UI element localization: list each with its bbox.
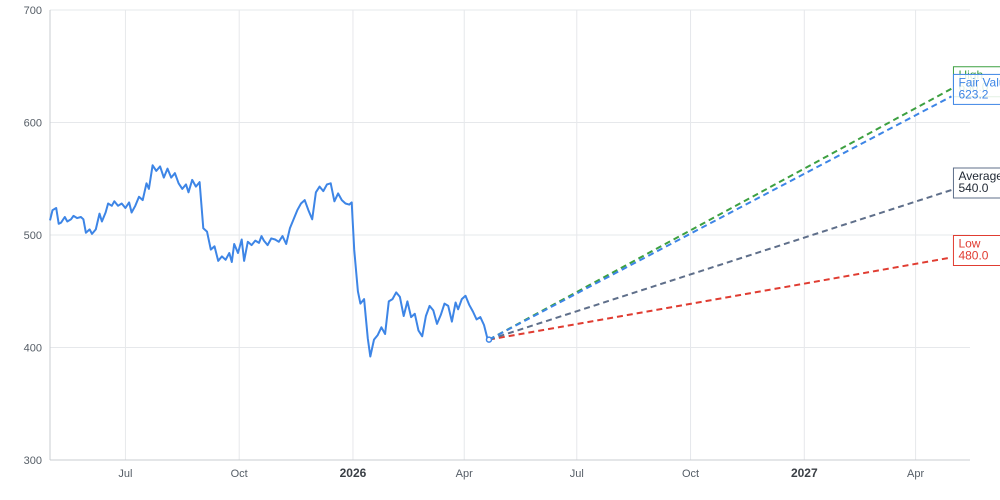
- x-tick-label: Jul: [118, 468, 132, 480]
- callout-label-average: Average: [958, 169, 1000, 183]
- gridlines: [50, 9, 970, 461]
- callout-box-average: [952, 167, 1000, 199]
- x-tick-label: 2026: [340, 466, 367, 480]
- x-tick-label: Oct: [682, 468, 699, 480]
- forecast-callouts: High630.0Fair Value623.2Average540.0Low4…: [952, 66, 1000, 266]
- callout-box-low: [952, 235, 1000, 266]
- forecast-line-fair-value: [488, 95, 952, 341]
- y-tick-label: 700: [24, 5, 42, 17]
- axes: 300 400 500 600 700 Jul Oct 2026 Apr Jul Oct 2027 Ap…: [24, 5, 970, 480]
- price-history: [49, 164, 489, 358]
- x-tick-label: Jul: [570, 468, 584, 480]
- callout-label-low: Low: [958, 237, 980, 251]
- x-tick-label: Apr: [907, 468, 924, 480]
- y-tick-label: 300: [24, 455, 42, 467]
- x-tick-label: 2027: [791, 466, 818, 480]
- y-tick-label: 400: [24, 343, 42, 355]
- callout-label-fair-value: Fair Value: [958, 75, 1000, 89]
- forecast-line-high: [488, 87, 952, 341]
- callout-value-low: 480.0: [958, 249, 988, 263]
- y-tick-label: 500: [24, 230, 42, 242]
- price-line: [49, 164, 489, 358]
- callout-value-average: 540.0: [958, 181, 988, 195]
- callout-box-fair-value: [952, 73, 1000, 105]
- y-tick-label: 600: [24, 118, 42, 130]
- callout-value-fair-value: 623.2: [958, 87, 988, 101]
- forecast-line-average: [488, 189, 952, 341]
- forecast-projections: [485, 87, 952, 343]
- forecast-line-low: [488, 256, 952, 341]
- forecast-start-marker: [485, 336, 493, 343]
- x-tick-label: Oct: [231, 468, 248, 480]
- x-tick-label: Apr: [456, 468, 473, 480]
